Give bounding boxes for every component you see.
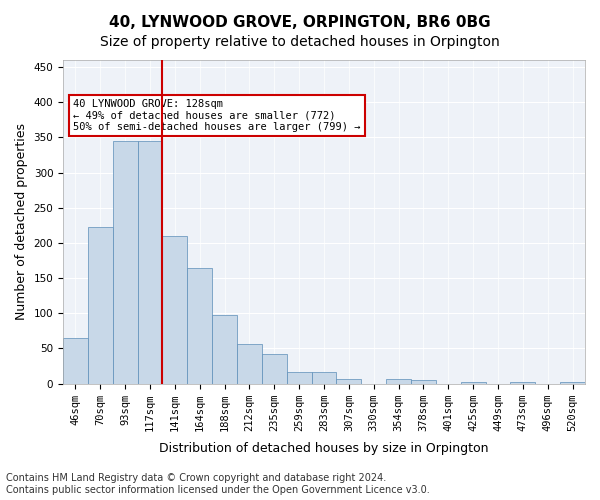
Text: 40 LYNWOOD GROVE: 128sqm
← 49% of detached houses are smaller (772)
50% of semi-: 40 LYNWOOD GROVE: 128sqm ← 49% of detach… bbox=[73, 99, 361, 132]
Bar bbox=[311, 372, 337, 384]
Bar bbox=[262, 354, 287, 384]
Bar bbox=[411, 380, 436, 384]
Bar bbox=[187, 268, 212, 384]
Bar bbox=[63, 338, 88, 384]
X-axis label: Distribution of detached houses by size in Orpington: Distribution of detached houses by size … bbox=[159, 442, 489, 455]
Text: Contains HM Land Registry data © Crown copyright and database right 2024.
Contai: Contains HM Land Registry data © Crown c… bbox=[6, 474, 430, 495]
Bar bbox=[237, 344, 262, 384]
Bar bbox=[337, 378, 361, 384]
Bar bbox=[88, 228, 113, 384]
Bar bbox=[511, 382, 535, 384]
Bar bbox=[386, 378, 411, 384]
Y-axis label: Number of detached properties: Number of detached properties bbox=[15, 124, 28, 320]
Bar bbox=[212, 314, 237, 384]
Text: 40, LYNWOOD GROVE, ORPINGTON, BR6 0BG: 40, LYNWOOD GROVE, ORPINGTON, BR6 0BG bbox=[109, 15, 491, 30]
Bar bbox=[113, 141, 137, 384]
Text: Size of property relative to detached houses in Orpington: Size of property relative to detached ho… bbox=[100, 35, 500, 49]
Bar bbox=[287, 372, 311, 384]
Bar bbox=[137, 141, 163, 384]
Bar bbox=[163, 236, 187, 384]
Bar bbox=[461, 382, 485, 384]
Bar bbox=[560, 382, 585, 384]
